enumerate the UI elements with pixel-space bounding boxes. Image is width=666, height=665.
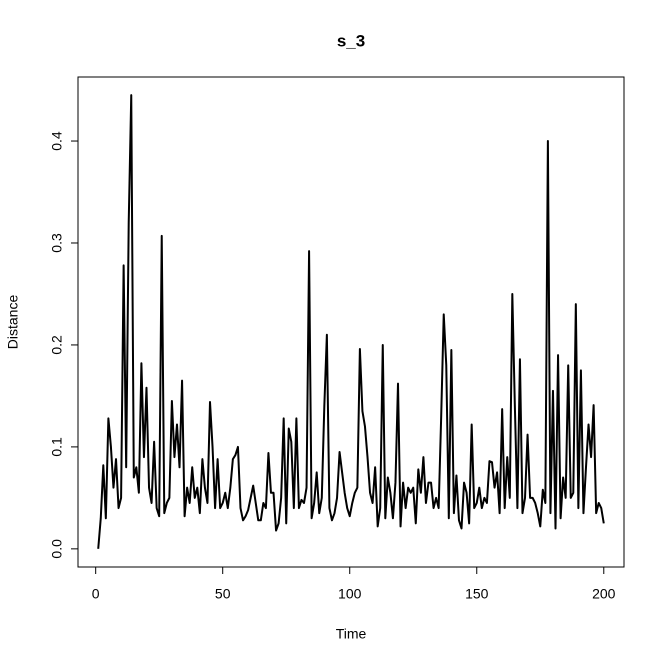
x-tick-label: 200 <box>592 586 616 602</box>
x-tick-label: 100 <box>338 586 362 602</box>
chart-title: s_3 <box>337 31 365 50</box>
x-tick-label: 0 <box>92 586 100 602</box>
x-tick-label: 150 <box>465 586 489 602</box>
y-tick-label: 0.3 <box>49 233 65 253</box>
y-tick-label: 0.1 <box>49 437 65 457</box>
x-tick-label: 50 <box>215 586 231 602</box>
y-axis-label: Distance <box>5 295 21 350</box>
x-axis-label: Time <box>336 626 367 642</box>
y-tick-label: 0.0 <box>49 539 65 559</box>
y-tick-label: 0.4 <box>49 131 65 151</box>
data-line <box>97 94 605 549</box>
y-tick-label: 0.2 <box>49 335 65 355</box>
